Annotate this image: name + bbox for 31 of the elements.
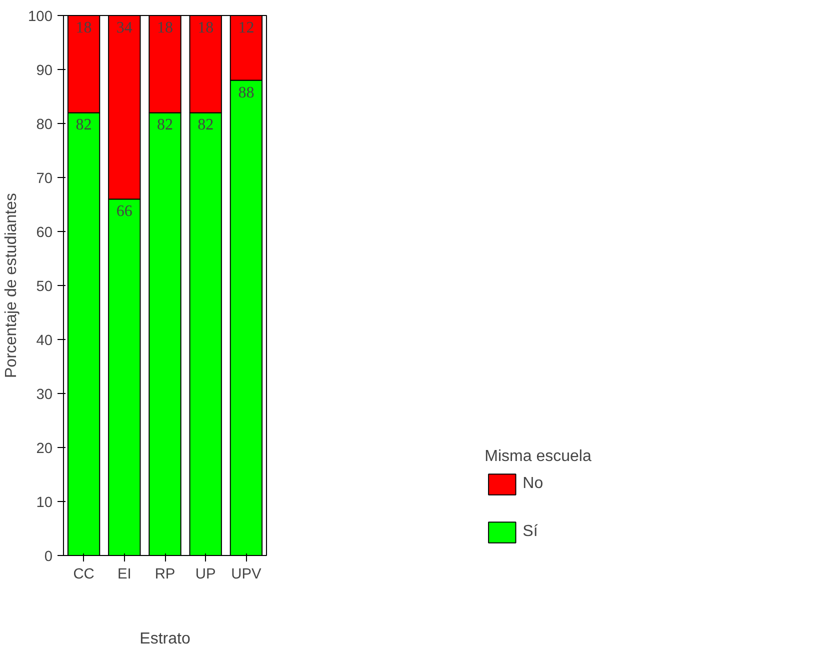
data-label: 18 xyxy=(157,20,173,36)
legend-label: Sí xyxy=(522,523,539,541)
y-tick-label: 70 xyxy=(36,171,53,187)
y-tick-label: 100 xyxy=(28,9,53,25)
y-tick-label: 80 xyxy=(36,117,53,133)
y-tick-label: 20 xyxy=(36,441,53,457)
data-label: 82 xyxy=(76,116,92,134)
y-tick-label: 30 xyxy=(36,387,53,403)
x-tick-label: CC xyxy=(73,566,95,582)
x-axis-title: Estrato xyxy=(140,630,190,648)
data-label: 82 xyxy=(157,116,173,134)
x-tick-label: UPV xyxy=(231,566,262,582)
y-axis-title: Porcentaje de estudiantes xyxy=(3,192,20,378)
legend-label: No xyxy=(522,475,544,493)
x-tick-label: RP xyxy=(154,566,176,582)
data-label: 66 xyxy=(116,203,132,220)
y-tick-label: 10 xyxy=(36,495,53,511)
y-tick-label: 40 xyxy=(36,333,53,349)
y-tick-label: 60 xyxy=(36,225,53,241)
data-label: 34 xyxy=(116,20,132,36)
data-label: 18 xyxy=(198,20,214,36)
data-label: 12 xyxy=(238,20,254,36)
x-tick-label: UP xyxy=(195,566,216,582)
data-label: 18 xyxy=(76,20,92,36)
data-label: 82 xyxy=(198,116,214,134)
y-tick-label: 90 xyxy=(36,63,53,79)
y-tick-label: 0 xyxy=(44,549,53,565)
y-tick-label: 50 xyxy=(36,279,53,295)
data-label: 88 xyxy=(238,84,254,102)
legend-title: Misma escuela xyxy=(484,448,592,466)
x-tick-label: EI xyxy=(117,566,132,582)
